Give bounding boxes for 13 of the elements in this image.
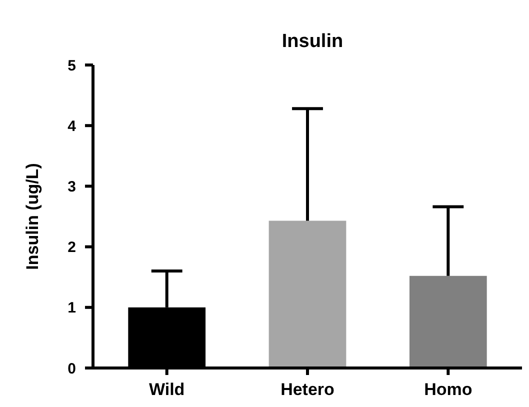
chart-title: Insulin bbox=[282, 31, 344, 52]
x-tick-label: Hetero bbox=[280, 380, 334, 399]
x-tick-label: Wild bbox=[148, 380, 185, 399]
y-tick-label: 3 bbox=[68, 178, 76, 196]
y-tick-label: 2 bbox=[68, 239, 76, 256]
y-tick-label: 1 bbox=[68, 300, 76, 317]
y-tick-label: 4 bbox=[68, 118, 77, 135]
y-tick-label: 5 bbox=[68, 57, 76, 74]
y-tick-label: 0 bbox=[68, 360, 76, 378]
y-axis-title: Insulin (ug/L) bbox=[23, 163, 42, 270]
bar bbox=[409, 276, 487, 368]
bar bbox=[268, 220, 346, 368]
x-tick-label: Homo bbox=[424, 380, 472, 399]
